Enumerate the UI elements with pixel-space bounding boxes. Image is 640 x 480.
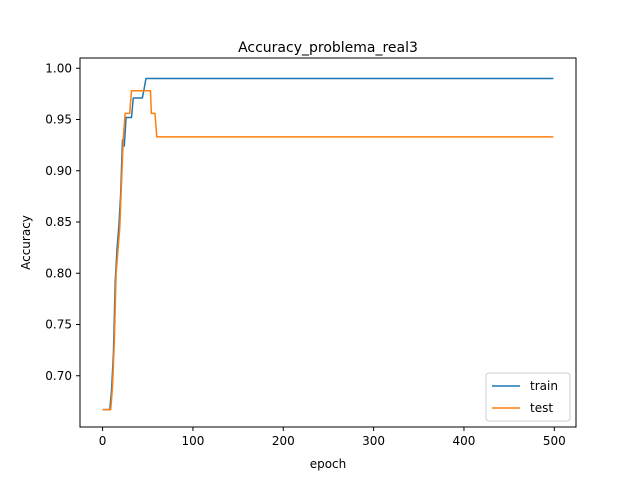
series-layer [102,77,554,411]
y-axis: 0.70 0.75 0.80 0.85 0.90 0.95 1.00 [45,61,80,383]
y-tick-label: 0.75 [45,318,72,332]
x-axis-label: epoch [310,457,347,471]
x-tick-label: 0 [99,434,107,448]
legend-label-train: train [530,379,558,393]
x-tick-label: 200 [272,434,295,448]
x-axis: 0 100 200 300 400 500 [99,427,566,448]
plot-area-frame [79,57,577,428]
y-tick-label: 0.70 [45,369,72,383]
y-tick-label: 0.80 [45,266,72,280]
chart-title: Accuracy_problema_real3 [238,40,418,56]
x-tick-label: 100 [181,434,204,448]
x-tick-label: 400 [453,434,476,448]
y-tick-label: 0.85 [45,215,72,229]
series-line-train [102,77,554,411]
y-tick-label: 0.95 [45,113,72,127]
y-tick-label: 1.00 [45,61,72,75]
legend-label-test: test [530,401,553,415]
y-tick-label: 0.90 [45,164,72,178]
x-tick-label: 300 [362,434,385,448]
x-tick-label: 500 [543,434,566,448]
legend-frame [485,372,571,422]
series-line-test [102,90,554,411]
y-axis-label: Accuracy [19,215,33,270]
legend: train test [485,372,571,422]
